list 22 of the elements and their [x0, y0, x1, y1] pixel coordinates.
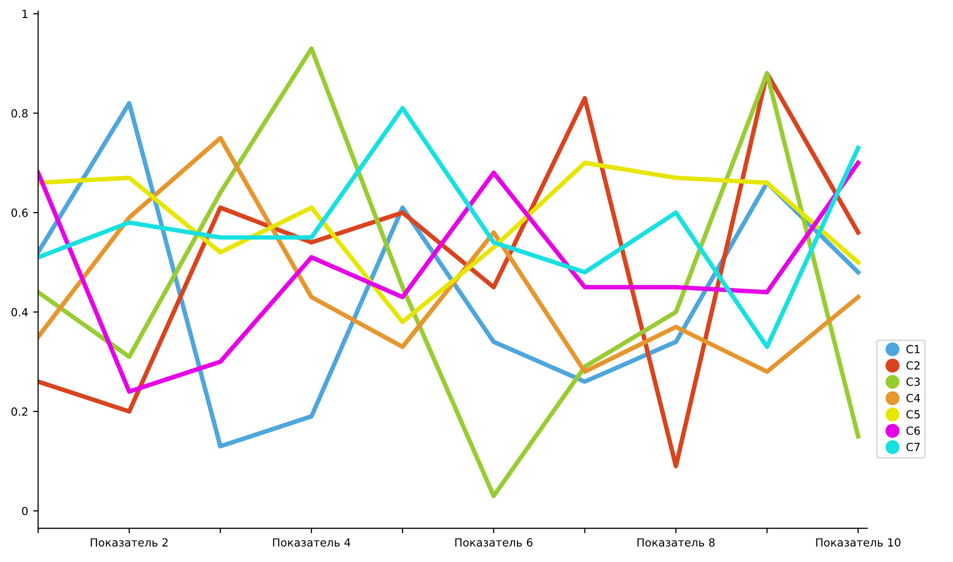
legend-label: C5	[906, 410, 920, 419]
legend-label: C6	[906, 426, 920, 435]
x-tick-label: Показатель 10	[816, 538, 900, 547]
line-series	[38, 106, 860, 350]
legend-label: C3	[906, 378, 920, 386]
y-tick-label: 1	[22, 10, 28, 18]
y-tick-label: 0.2	[11, 407, 28, 416]
line-series	[38, 160, 860, 324]
line-series	[38, 160, 860, 394]
x-tick-label: Показатель 2	[90, 538, 168, 547]
legend-label: C4	[906, 394, 920, 402]
y-tick-label: 0.8	[11, 109, 28, 118]
line-series	[38, 136, 860, 374]
x-tick-label: Показатель 8	[638, 538, 715, 547]
x-tick-label: Показатель 4	[273, 538, 350, 547]
y-tick-label: 0	[22, 506, 28, 516]
y-tick-label: 0.6	[11, 208, 28, 217]
legend-label: C7	[906, 442, 920, 452]
x-tick-label: Показатель 6	[455, 538, 532, 547]
legend-label: C2	[906, 361, 920, 370]
y-tick-label: 0.4	[11, 308, 28, 316]
legend-label: C1	[906, 344, 920, 354]
